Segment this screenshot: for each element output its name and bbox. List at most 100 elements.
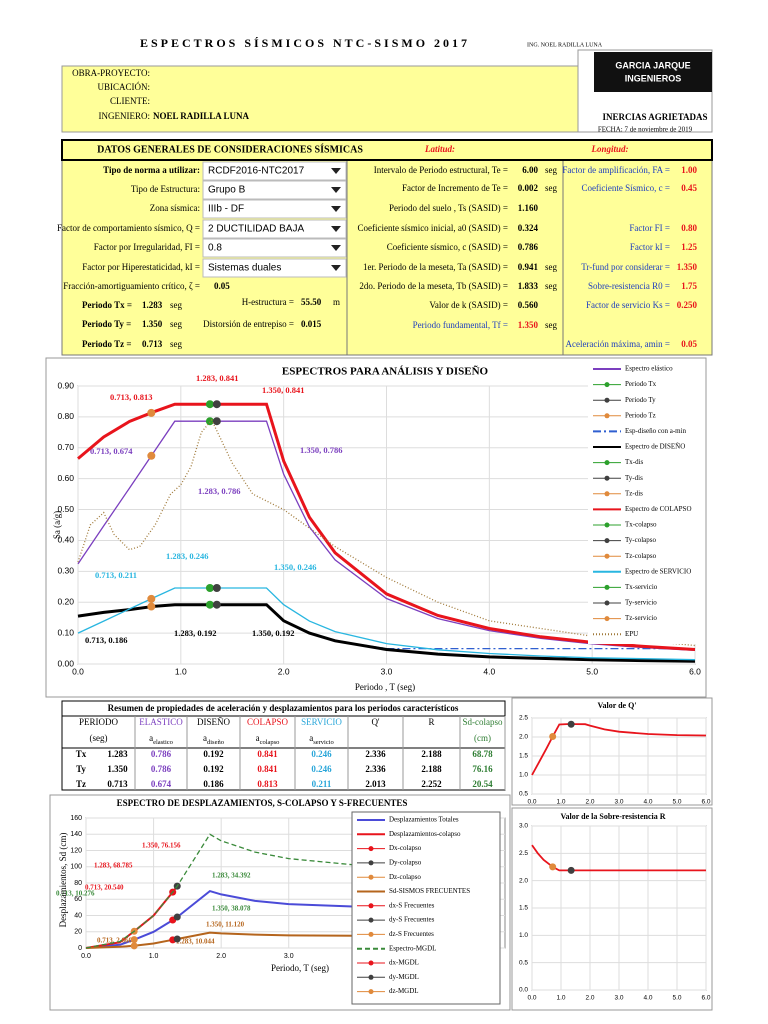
dropdown-arrow bbox=[331, 245, 341, 251]
data-point bbox=[205, 417, 214, 426]
extra-label: Distorsión de entrepiso = bbox=[203, 319, 294, 329]
data-label: 0.713, 2.660 bbox=[97, 937, 133, 945]
data-point bbox=[567, 720, 575, 728]
legend-label: Sd-SISMOS FRECUENTES bbox=[389, 887, 470, 895]
data-point bbox=[147, 602, 156, 611]
table-header: ELASTICO bbox=[139, 717, 183, 727]
dropdown-value: RCDF2016-NTC2017 bbox=[208, 166, 305, 177]
y-tick-label: 80 bbox=[74, 880, 82, 887]
series-line bbox=[77, 402, 696, 651]
dropdown-arrow bbox=[331, 265, 341, 271]
x-tick-label: 0.0 bbox=[527, 995, 536, 1002]
y-tick-label: 2.0 bbox=[519, 734, 528, 741]
section-bar bbox=[61, 139, 713, 161]
chart-title: ESPECTRO DE DESPLAZAMIENTOS, S-COLAPSO Y… bbox=[117, 798, 408, 808]
field-value: 6.00 bbox=[522, 165, 538, 175]
legend-swatch bbox=[368, 989, 374, 995]
x-tick-label: 1.0 bbox=[175, 666, 187, 676]
legend-swatch bbox=[368, 974, 374, 980]
data-point bbox=[147, 408, 156, 417]
field-value: 0.941 bbox=[518, 262, 539, 272]
y-tick-label: 140 bbox=[70, 831, 82, 838]
series-line bbox=[531, 844, 706, 872]
field-unit: seg bbox=[545, 165, 557, 175]
data-point bbox=[147, 451, 156, 460]
field-label: Factor de servicio Ks = bbox=[586, 300, 670, 310]
table-title: Resumen de propiedades de aceleración y … bbox=[108, 703, 459, 713]
x-tick-label: 6.0 bbox=[701, 799, 710, 806]
field-label: 1er. Periodo de la meseta, Ta (SASID) = bbox=[363, 262, 508, 272]
x-tick-label: 0.0 bbox=[81, 953, 91, 960]
legend-label: Tz-colapso bbox=[625, 552, 657, 560]
data-label: 1.350, 0.192 bbox=[252, 628, 295, 638]
table-cell: 76.16 bbox=[472, 764, 493, 774]
x-tick-label: 4.0 bbox=[643, 799, 652, 806]
field-value: 1.350 bbox=[518, 320, 539, 330]
extra-value: 0.015 bbox=[301, 319, 322, 329]
extra-value: 55.50 bbox=[301, 297, 322, 307]
subscript: elastico bbox=[153, 739, 173, 746]
project-label: UBICACIÓN: bbox=[97, 82, 150, 92]
table-cell: 68.78 bbox=[472, 749, 493, 759]
legend-label: dy-MGDL bbox=[389, 973, 419, 981]
field-label: Factor por Irregularidad, FI = bbox=[94, 242, 200, 252]
chart-title: Valor de Q' bbox=[597, 701, 636, 710]
field-unit: seg bbox=[545, 262, 557, 272]
field-value: 0.05 bbox=[214, 281, 230, 291]
legend-label: Desplazamientos Totales bbox=[389, 816, 459, 824]
field-unit: seg bbox=[545, 183, 557, 193]
y-tick-label: 100 bbox=[70, 864, 82, 871]
legend-label: Espectro de SERVICIO bbox=[625, 567, 691, 575]
table-cell: 0.713 bbox=[107, 779, 128, 789]
field-value: 0.250 bbox=[677, 300, 698, 310]
author: ING. NOEL RADILLA LUNA bbox=[527, 42, 603, 48]
logo-text: GARCIA JARQUE bbox=[615, 60, 690, 70]
table-header-symbol: aelastico bbox=[149, 733, 173, 746]
data-label: 1.283, 68.785 bbox=[94, 862, 133, 870]
field-value: 1.350 bbox=[677, 262, 698, 272]
field-value: 1.75 bbox=[681, 281, 697, 291]
table-header-symbol: adiseño bbox=[203, 733, 224, 746]
table-cell: 0.246 bbox=[311, 749, 332, 759]
y-tick-label: 2.0 bbox=[519, 877, 528, 884]
y-tick-label: 0.0 bbox=[519, 987, 528, 994]
engineer: NOEL RADILLA LUNA bbox=[153, 111, 250, 121]
y-tick-label: 0.10 bbox=[57, 627, 74, 637]
dropdown-value: Sistemas duales bbox=[208, 263, 281, 274]
table-cell: 0.211 bbox=[312, 779, 332, 789]
field-unit: seg bbox=[545, 281, 557, 291]
x-tick-label: 5.0 bbox=[672, 799, 681, 806]
field-label: Factor kI = bbox=[630, 242, 670, 252]
legend-label: Periodo Ty bbox=[625, 396, 656, 404]
data-label: 0.713, 0.674 bbox=[90, 446, 133, 456]
legend-swatch bbox=[604, 460, 610, 466]
field-label: Periodo fundamental, Tf = bbox=[413, 320, 508, 330]
table-cell: 20.54 bbox=[472, 779, 493, 789]
section-title: DATOS GENERALES DE CONSIDERACIONES SÍSMI… bbox=[97, 143, 363, 155]
symbol: a bbox=[309, 733, 313, 743]
table-header-symbol: acolapso bbox=[256, 733, 280, 746]
table-cell: 2.013 bbox=[365, 779, 386, 789]
data-label: 1.350, 76.156 bbox=[142, 842, 181, 850]
table-cell: 0.186 bbox=[203, 779, 224, 789]
legend-label: Espectro de DISEÑO bbox=[625, 443, 685, 451]
x-tick-label: 3.0 bbox=[284, 953, 294, 960]
table-cell: 0.192 bbox=[203, 749, 224, 759]
legend-label: Espectro de COLAPSO bbox=[625, 505, 692, 513]
data-point bbox=[212, 600, 221, 609]
chart-title: ESPECTROS PARA ANÁLISIS Y DISEÑO bbox=[282, 366, 489, 378]
legend-swatch bbox=[368, 860, 374, 866]
field-value: 0.80 bbox=[681, 223, 697, 233]
extra-unit: m bbox=[333, 297, 340, 307]
table-header: COLAPSO bbox=[247, 717, 289, 727]
legend-swatch bbox=[604, 413, 610, 419]
field-value: 0.560 bbox=[518, 300, 539, 310]
x-tick-label: 2.0 bbox=[278, 666, 290, 676]
legend-swatch bbox=[604, 475, 610, 481]
legend-label: Ty-colapso bbox=[625, 536, 657, 544]
logo-text: INGENIEROS bbox=[625, 73, 682, 83]
y-tick-label: 3.0 bbox=[519, 823, 528, 830]
data-point bbox=[212, 584, 221, 593]
table-cell: 0.841 bbox=[257, 749, 278, 759]
data-label: 1.350, 0.246 bbox=[274, 562, 317, 572]
